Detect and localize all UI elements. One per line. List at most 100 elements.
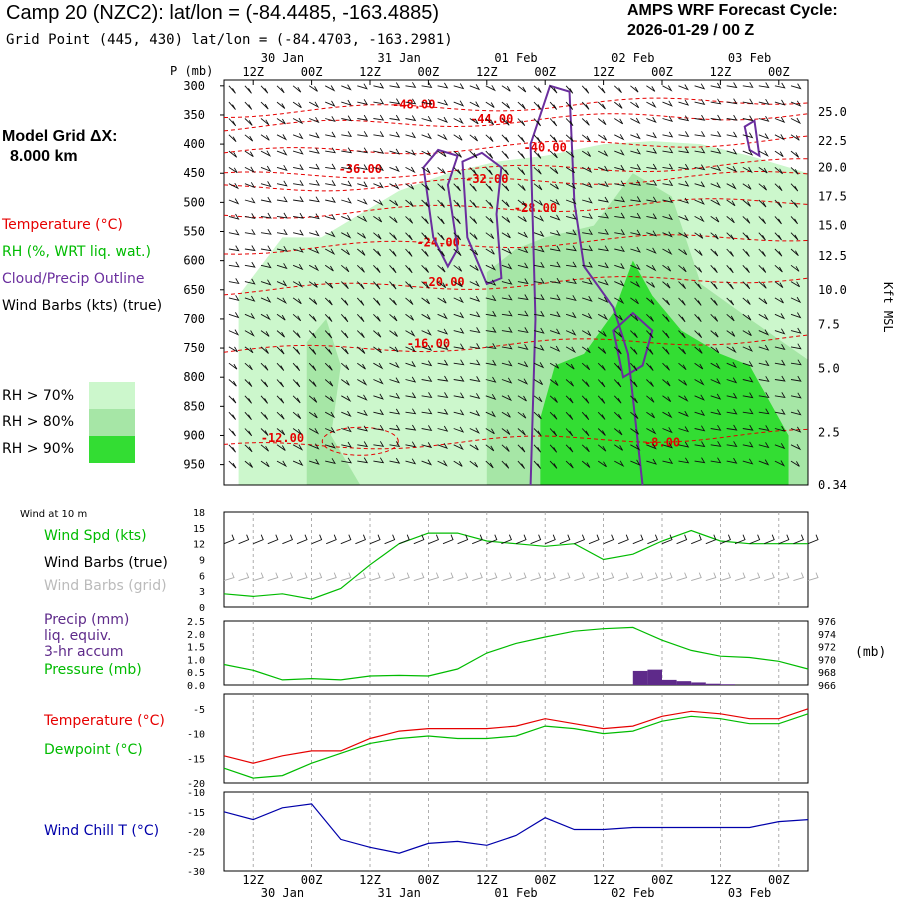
wind-barb (244, 182, 256, 189)
wind-barb (308, 101, 320, 108)
wind-barb (710, 409, 722, 416)
height-tick: 2.5 (818, 426, 840, 440)
wind-barb (694, 457, 706, 464)
wind-barb (324, 281, 334, 289)
wind-barb (710, 264, 718, 274)
wind-barb (356, 313, 365, 323)
wind-speed-tick: 0 (199, 603, 205, 614)
wind-barb (774, 281, 784, 288)
wind-barb (565, 295, 577, 301)
temperature-line (223, 708, 809, 764)
bottom-time-tick: 12Z (710, 873, 732, 887)
wind-barb (646, 213, 658, 220)
wind-barb (614, 313, 623, 321)
wind-barb (662, 264, 672, 272)
pressure-right-tick: 966 (818, 681, 836, 692)
wind-barb (373, 297, 381, 306)
wind-barb (742, 392, 754, 399)
wind-barb (244, 346, 254, 354)
wind-barb (341, 264, 350, 273)
wind-barb (228, 312, 240, 319)
wind-barb (453, 312, 465, 319)
wind-barb-grid (647, 572, 659, 582)
wind-barb-true (501, 534, 512, 545)
wind-barb (389, 82, 401, 89)
wind-barb (308, 281, 318, 288)
wind-barb (228, 362, 238, 370)
wind-barb (630, 297, 639, 305)
wind-barb (469, 134, 478, 142)
wind-barb-true (778, 534, 790, 545)
wind-barb (646, 346, 654, 355)
wind-barb (421, 82, 433, 88)
wind-barb (549, 411, 558, 420)
wind-barb (533, 101, 542, 110)
wind-barb (710, 147, 722, 154)
wind-barb (726, 248, 734, 257)
wind-barb (630, 362, 638, 371)
wind-barb (581, 379, 590, 388)
precip-tick: 2.0 (187, 630, 205, 641)
wind-speed-tick: 3 (199, 587, 205, 598)
wind-barb (485, 444, 495, 452)
wind-barb (790, 312, 802, 319)
wind-barb (308, 411, 318, 419)
wind-barb (613, 395, 622, 404)
wind-barb (501, 343, 513, 350)
wind-barb (485, 216, 494, 224)
wind-barb-grid (238, 572, 250, 582)
pressure-label: Pressure (mb) (44, 662, 142, 678)
wind-barb (678, 214, 689, 222)
pressure-tick: 650 (183, 283, 205, 297)
wind-barb (581, 346, 591, 354)
wind-barb (774, 313, 786, 320)
wind-barb (437, 264, 446, 273)
wind-barb-true (720, 534, 731, 545)
wind-barb (517, 460, 525, 469)
pressure-tick: 350 (183, 108, 205, 122)
wind-barb (405, 232, 413, 241)
wind-barb (405, 265, 413, 274)
wind-barb (742, 297, 751, 305)
wind-barb (565, 411, 574, 420)
wind-barb (597, 428, 606, 436)
wind-barb (742, 313, 752, 321)
height-tick: 15.0 (818, 219, 847, 233)
wind-barb (678, 346, 686, 355)
wind-barb (373, 409, 385, 416)
wind-barb (437, 344, 449, 350)
wind-barb (405, 441, 417, 448)
wind-barb (405, 216, 414, 224)
wind-barb (517, 167, 526, 176)
wind-barb (293, 212, 304, 219)
wind-barb (405, 313, 414, 321)
wind-barb (694, 83, 706, 90)
wind-barb (790, 392, 802, 399)
wind-barb (630, 85, 639, 93)
wind-barb-true (807, 534, 819, 545)
wind-barb (292, 428, 302, 435)
wind-barb (405, 98, 417, 105)
wind-barb (453, 375, 465, 382)
wind-barb (244, 245, 256, 252)
wind-barb (533, 395, 543, 403)
wind-barb (389, 131, 401, 138)
temperature-tick: -10 (187, 730, 205, 741)
height-tick: 10.0 (818, 283, 847, 297)
wind-barb (485, 326, 497, 333)
wind-barb (517, 134, 525, 143)
pressure-tick: 600 (183, 254, 205, 268)
wind-barb (630, 117, 641, 125)
wind-barb (469, 118, 479, 125)
pressure-tick: 500 (183, 195, 205, 209)
wind-barb (614, 297, 625, 305)
wind-barb (389, 441, 401, 448)
wind-barb (694, 394, 705, 401)
wind-speed-tick: 12 (193, 540, 205, 551)
wind-barb (598, 228, 609, 235)
wind-barb (646, 179, 658, 186)
wind-barb (485, 183, 493, 192)
wind-barb (373, 98, 385, 105)
wind-barb (566, 229, 577, 236)
wind-barb (662, 281, 671, 289)
